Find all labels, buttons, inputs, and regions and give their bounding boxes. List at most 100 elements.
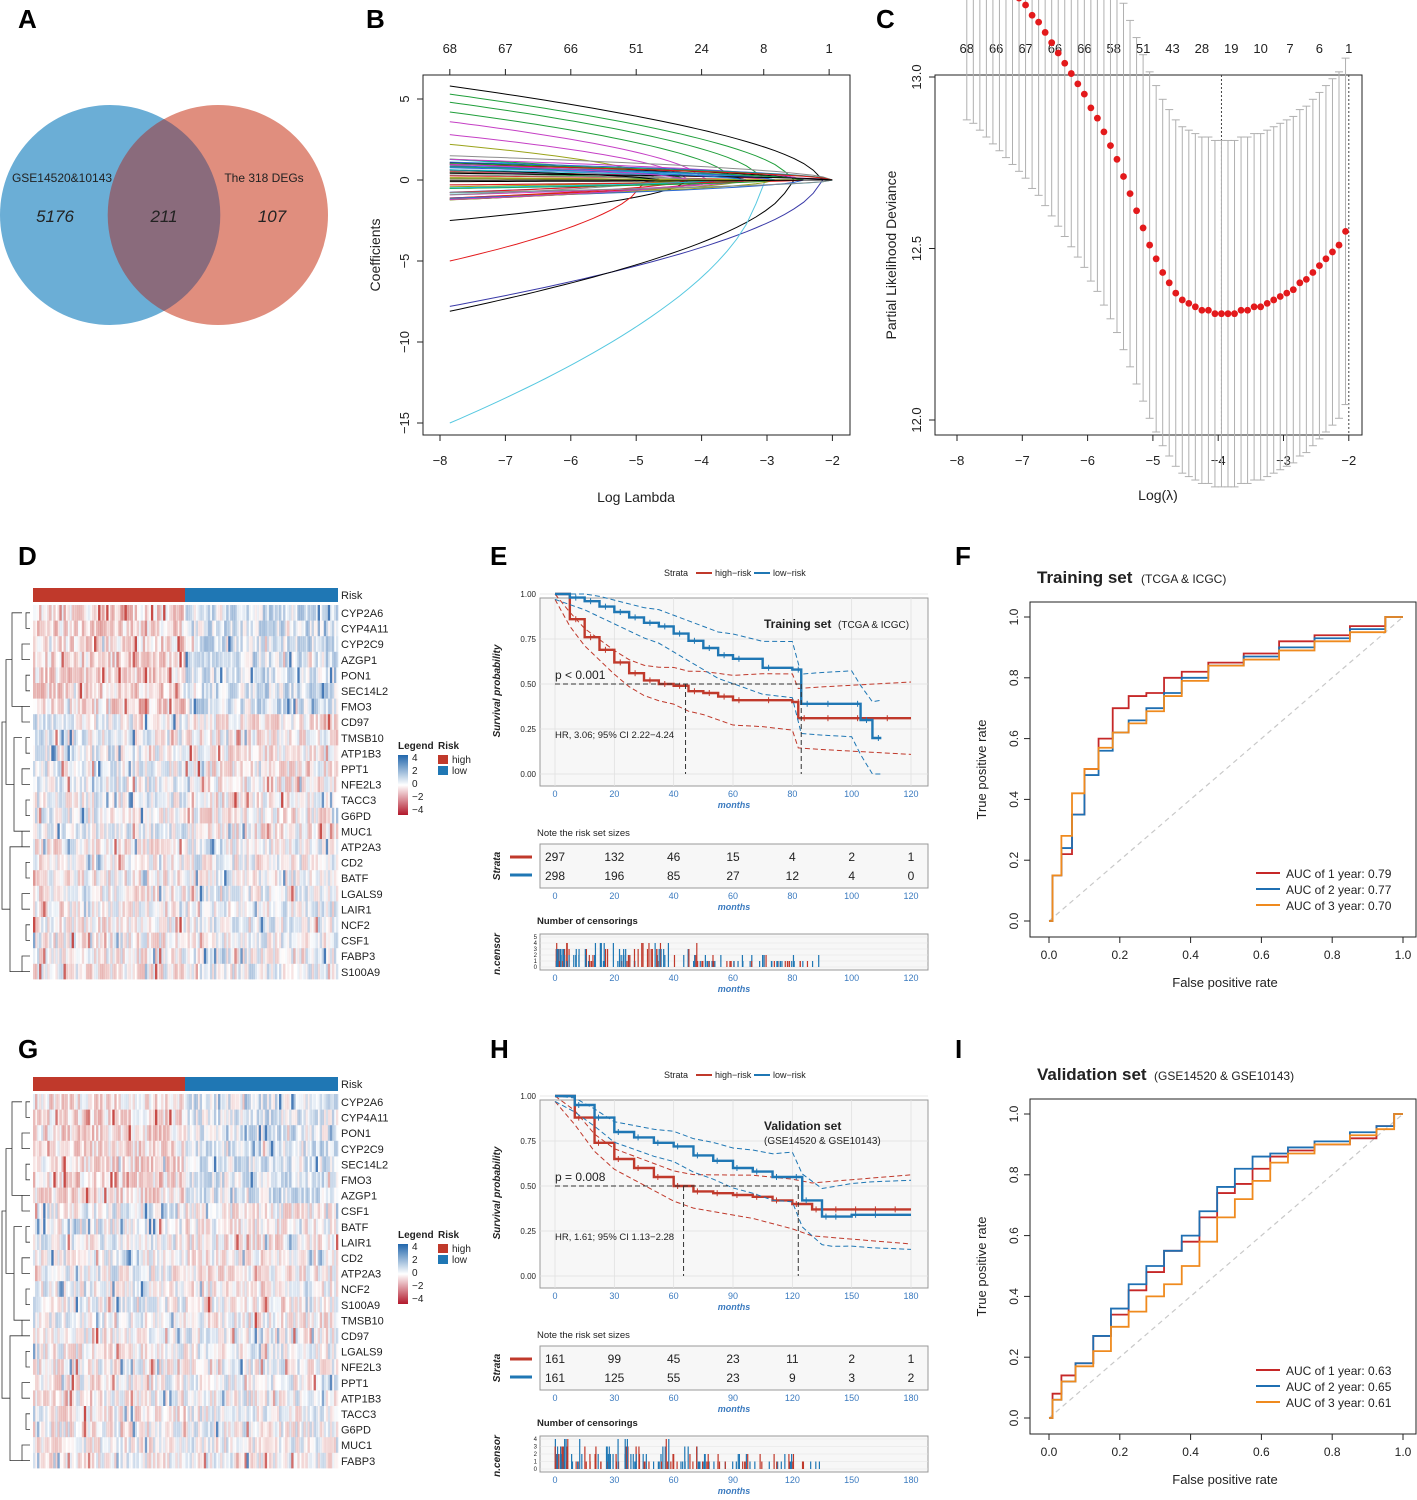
heatmap-cell (106, 667, 109, 683)
heatmap-cell (244, 932, 247, 949)
heatmap-cell (244, 870, 247, 886)
heatmap-cell (39, 870, 42, 886)
heatmap-cell (116, 636, 119, 652)
heatmap-cell (59, 885, 62, 902)
cv-point (1126, 190, 1134, 198)
heatmap-cell (47, 651, 50, 668)
heatmap-cell (41, 729, 44, 746)
heatmap-cell (106, 776, 109, 793)
heatmap-cell (146, 839, 150, 855)
heatmap-cell (335, 839, 339, 855)
heatmap-cell (260, 745, 264, 761)
heatmap-cell (216, 761, 219, 777)
heatmap-cell (317, 683, 320, 699)
heatmap-cell (186, 636, 188, 652)
heatmap-cell (106, 651, 109, 668)
heatmap-cell (240, 839, 243, 855)
heatmap-cell (319, 651, 323, 668)
heatmap-cell (203, 683, 207, 699)
heatmap-cell (83, 901, 87, 917)
heatmap-cell (75, 620, 79, 637)
heatmap-cell (41, 1109, 44, 1126)
heatmap-cell (208, 1156, 210, 1172)
heatmap-cell (157, 761, 160, 777)
heatmap-cell (293, 1094, 296, 1110)
heatmap-cell (189, 605, 192, 621)
top-tick-label: 1 (826, 41, 833, 56)
heatmap-cell (161, 1125, 164, 1141)
x-tick-label: −8 (433, 453, 448, 468)
heatmap-cell (218, 761, 221, 777)
heatmap-cell (57, 948, 60, 964)
heatmap-cell (144, 839, 148, 855)
heatmap-cell (96, 683, 98, 699)
heatmap-cell (57, 730, 59, 746)
heatmap-cell (47, 870, 50, 886)
heatmap-cell (49, 1172, 52, 1188)
heatmap-cell (201, 1172, 205, 1188)
heatmap-cell (248, 932, 251, 949)
heatmap-cell (260, 901, 264, 917)
heatmap-cell (272, 839, 276, 855)
heatmap-cell (59, 839, 62, 855)
heatmap-cell (33, 1094, 36, 1110)
heatmap-cell (67, 839, 70, 855)
heatmap-cell (65, 651, 68, 668)
heatmap-cell (209, 667, 213, 683)
heatmap-cell (142, 1109, 146, 1126)
heatmap-cell (216, 917, 219, 933)
heatmap-cell (61, 620, 64, 637)
heatmap-cell (175, 620, 178, 637)
heatmap-cell (210, 1156, 212, 1172)
heatmap-cell (201, 1156, 205, 1172)
heatmap-cell (53, 1156, 56, 1172)
heatmap-cell (122, 745, 125, 761)
heatmap-cell (238, 729, 241, 746)
heatmap-cell (100, 901, 102, 917)
heatmap-cell (254, 761, 257, 777)
heatmap-cell (242, 963, 245, 980)
heatmap-cell (108, 854, 111, 871)
heatmap-cell (287, 776, 290, 793)
heatmap-cell (152, 948, 156, 964)
heatmap-cell (283, 839, 286, 855)
heatmap-cell (270, 823, 274, 839)
heatmap-cell (85, 1156, 89, 1172)
heatmap-cell (39, 667, 42, 683)
heatmap-cell (37, 729, 40, 746)
heatmap-cell (122, 823, 124, 839)
heatmap-cell (287, 870, 290, 886)
heatmap-cell (108, 1156, 111, 1172)
heatmap-cell (209, 839, 213, 855)
heatmap-cell (91, 901, 95, 917)
heatmap-cell (260, 636, 264, 652)
heatmap-cell (189, 761, 192, 777)
heatmap-cell (295, 823, 298, 839)
heatmap-cell (57, 792, 60, 808)
heatmap-cell (98, 636, 101, 652)
heatmap-cell (331, 823, 335, 839)
heatmap-cell (214, 886, 216, 902)
heatmap-cell (137, 605, 139, 621)
heatmap-cell (114, 823, 117, 839)
heatmap-cell (250, 1109, 253, 1126)
heatmap-cell (333, 683, 337, 699)
heatmap-cell (205, 651, 209, 668)
heatmap-cell (63, 729, 66, 746)
heatmap-cell (78, 730, 80, 746)
heatmap-cell (222, 807, 225, 824)
heatmap-cell (262, 1094, 266, 1110)
heatmap-cell (173, 1172, 176, 1188)
heatmap-cell (297, 963, 300, 980)
heatmap-cell (203, 651, 207, 668)
heatmap-cell (193, 839, 196, 855)
heatmap-cell (77, 870, 81, 886)
heatmap-cell (102, 901, 105, 917)
heatmap-cell (57, 761, 60, 777)
heatmap-cell (181, 605, 184, 621)
heatmap-cell (248, 792, 251, 808)
heatmap-cell (96, 948, 99, 964)
heatmap-cell (333, 1125, 337, 1141)
heatmap-cell (108, 792, 111, 808)
heatmap-cell (87, 761, 91, 777)
